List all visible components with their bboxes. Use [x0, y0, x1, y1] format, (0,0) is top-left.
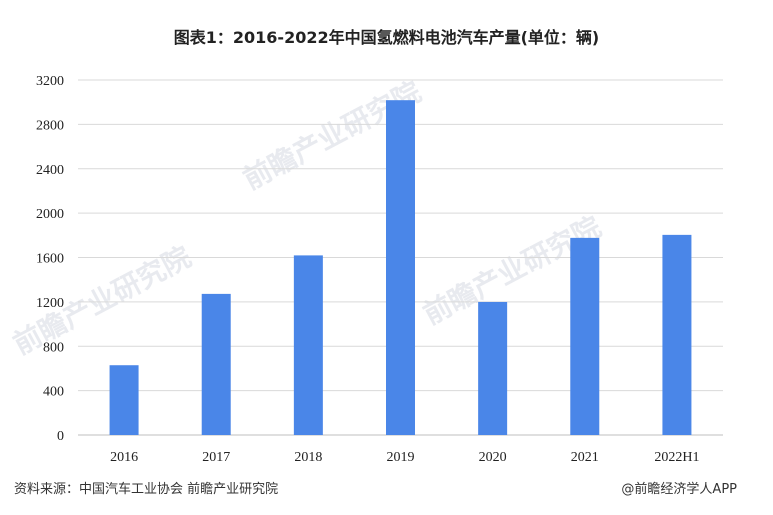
y-tick-label: 0 — [57, 429, 64, 444]
source-note: 资料来源：中国汽车工业协会 前瞻产业研究院 — [14, 482, 279, 497]
x-axis: 2016 2017 2018 2019 2020 2021 2022H1 — [110, 450, 699, 465]
y-tick-label: 800 — [43, 340, 64, 355]
x-tick-label: 2018 — [294, 450, 322, 465]
chart-title: 图表1：2016-2022年中国氢燃料电池汽车产量(单位：辆) — [173, 28, 600, 47]
bar-2019 — [386, 100, 415, 436]
x-tick-label: 2022H1 — [654, 450, 699, 465]
x-tick-label: 2020 — [479, 450, 507, 465]
y-tick-label: 1600 — [36, 252, 64, 267]
x-tick-label: 2021 — [571, 450, 599, 465]
bar-2021 — [570, 237, 600, 435]
y-tick-label: 2000 — [36, 207, 64, 222]
bar-2018 — [293, 255, 323, 435]
brand-label: @前瞻经济学人APP — [621, 482, 737, 497]
y-tick-label: 3200 — [36, 74, 64, 89]
bars — [109, 100, 692, 436]
bar-2020 — [478, 301, 508, 435]
bar-2022H1 — [662, 234, 692, 435]
y-tick-label: 1200 — [36, 296, 64, 311]
y-tick-label: 2800 — [36, 118, 64, 133]
x-tick-label: 2016 — [110, 450, 138, 465]
y-axis: 0 400 800 1200 1600 2000 2400 2800 3200 — [36, 74, 64, 444]
x-tick-label: 2019 — [387, 450, 415, 465]
y-tick-label: 2400 — [36, 163, 64, 178]
bar-2017 — [201, 293, 231, 435]
bar-2016 — [109, 365, 139, 435]
y-tick-label: 400 — [43, 385, 64, 400]
x-tick-label: 2017 — [202, 450, 230, 465]
